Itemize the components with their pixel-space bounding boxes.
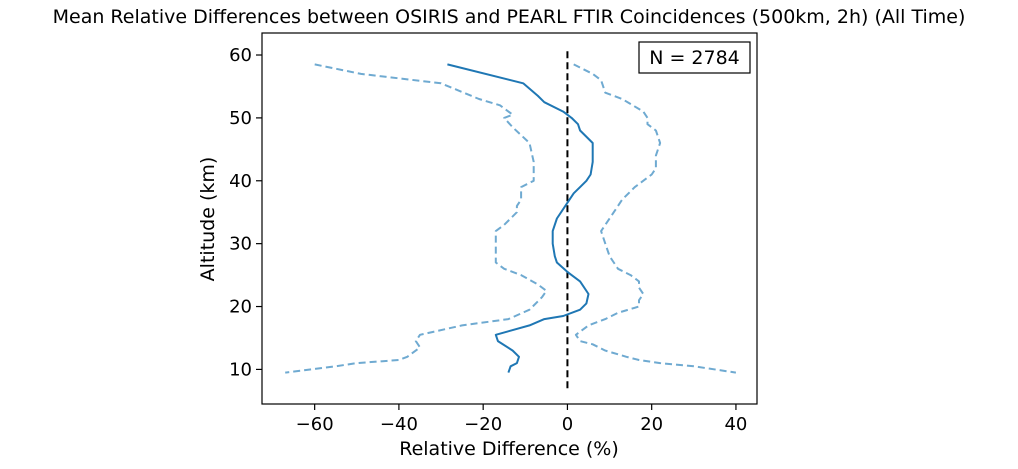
annotation-text: N = 2784 [649, 47, 740, 69]
y-tick-label: 10 [229, 359, 252, 380]
series-line-mean [447, 63, 594, 373]
x-tick-label: 0 [562, 414, 573, 435]
y-tick-label: 20 [229, 297, 252, 318]
plot-area [285, 48, 737, 389]
y-axis-title: Altitude (km) [197, 157, 219, 282]
x-tick-label: −40 [380, 414, 418, 435]
y-tick-label: 60 [229, 45, 252, 66]
x-tick-label: 40 [724, 414, 747, 435]
annotation-frame [638, 41, 751, 74]
chart-title: Mean Relative Differences between OSIRIS… [53, 6, 966, 28]
y-tick-label: 40 [229, 171, 252, 192]
x-axis-ticks: −60 −40 −20 0 20 40 [296, 404, 747, 435]
sample-count-annotation: N = 2784 [638, 41, 751, 74]
x-axis-title: Relative Difference (%) [399, 438, 619, 460]
x-tick-label: −20 [464, 414, 502, 435]
x-tick-label: 20 [640, 414, 663, 435]
series-line-upper-bound [573, 63, 737, 374]
x-tick-label: −60 [296, 414, 334, 435]
y-tick-label: 50 [229, 108, 252, 129]
series-line-lower-bound [285, 63, 548, 374]
y-tick-label: 30 [229, 234, 252, 255]
axes-frame [261, 32, 758, 405]
y-axis-ticks: 10 20 30 40 50 60 [229, 45, 262, 380]
